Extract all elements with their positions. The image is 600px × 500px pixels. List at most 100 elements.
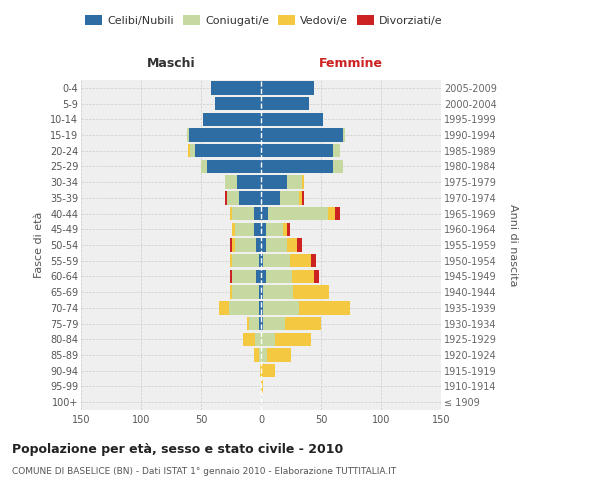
Bar xyxy=(259,317,261,330)
Bar xyxy=(263,254,290,268)
Bar xyxy=(187,128,189,141)
Bar xyxy=(261,128,343,141)
Bar xyxy=(261,238,266,252)
Bar xyxy=(225,176,237,189)
Bar xyxy=(207,160,261,173)
Bar xyxy=(195,144,261,158)
Bar xyxy=(328,207,335,220)
Bar xyxy=(230,270,232,283)
Bar xyxy=(293,286,329,299)
Bar xyxy=(261,97,309,110)
Bar xyxy=(203,112,261,126)
Bar xyxy=(311,254,316,268)
Bar xyxy=(232,286,259,299)
Bar xyxy=(263,301,299,314)
Bar xyxy=(261,380,263,393)
Bar xyxy=(261,364,275,378)
Bar xyxy=(261,112,323,126)
Bar xyxy=(211,81,261,94)
Bar xyxy=(230,254,232,268)
Bar xyxy=(299,301,350,314)
Bar xyxy=(285,317,321,330)
Y-axis label: Anni di nascita: Anni di nascita xyxy=(508,204,518,286)
Bar xyxy=(247,317,249,330)
Y-axis label: Fasce di età: Fasce di età xyxy=(34,212,44,278)
Bar xyxy=(232,207,254,220)
Bar xyxy=(230,286,232,299)
Bar xyxy=(261,160,333,173)
Bar xyxy=(287,238,297,252)
Bar xyxy=(227,191,239,204)
Bar xyxy=(263,317,285,330)
Bar xyxy=(254,348,259,362)
Bar xyxy=(261,222,266,236)
Bar xyxy=(259,254,261,268)
Bar xyxy=(232,270,256,283)
Bar xyxy=(268,207,328,220)
Bar xyxy=(263,286,293,299)
Bar xyxy=(229,301,259,314)
Bar xyxy=(290,254,311,268)
Bar xyxy=(261,207,268,220)
Bar xyxy=(292,270,314,283)
Text: Maschi: Maschi xyxy=(146,57,196,70)
Bar xyxy=(261,176,287,189)
Bar xyxy=(275,332,311,346)
Text: COMUNE DI BASELICE (BN) - Dati ISTAT 1° gennaio 2010 - Elaborazione TUTTITALIA.I: COMUNE DI BASELICE (BN) - Dati ISTAT 1° … xyxy=(12,468,396,476)
Bar xyxy=(243,332,255,346)
Bar xyxy=(302,191,304,204)
Bar xyxy=(256,238,261,252)
Text: Femmine: Femmine xyxy=(319,57,383,70)
Bar xyxy=(261,332,275,346)
Bar xyxy=(343,128,345,141)
Bar xyxy=(261,317,263,330)
Bar xyxy=(261,81,314,94)
Bar xyxy=(219,301,229,314)
Bar xyxy=(297,238,302,252)
Bar xyxy=(235,222,254,236)
Bar xyxy=(254,222,261,236)
Bar xyxy=(237,176,261,189)
Bar xyxy=(215,97,261,110)
Bar xyxy=(230,207,232,220)
Bar xyxy=(261,191,280,204)
Bar xyxy=(335,207,340,220)
Bar xyxy=(266,222,283,236)
Bar xyxy=(259,301,261,314)
Bar xyxy=(261,286,263,299)
Bar xyxy=(239,191,261,204)
Bar xyxy=(201,160,207,173)
Bar xyxy=(280,191,299,204)
Bar xyxy=(190,144,195,158)
Bar xyxy=(266,238,287,252)
Bar xyxy=(261,270,266,283)
Bar xyxy=(235,238,256,252)
Legend: Celibi/Nubili, Coniugati/e, Vedovi/e, Divorziati/e: Celibi/Nubili, Coniugati/e, Vedovi/e, Di… xyxy=(81,10,447,30)
Bar xyxy=(287,176,302,189)
Bar xyxy=(261,301,263,314)
Bar xyxy=(260,364,261,378)
Bar xyxy=(232,222,235,236)
Bar xyxy=(333,160,343,173)
Bar xyxy=(230,238,232,252)
Text: Popolazione per età, sesso e stato civile - 2010: Popolazione per età, sesso e stato civil… xyxy=(12,442,343,456)
Bar xyxy=(314,270,319,283)
Bar xyxy=(259,348,261,362)
Bar xyxy=(232,254,259,268)
Bar xyxy=(261,348,267,362)
Bar xyxy=(225,191,227,204)
Bar xyxy=(283,222,287,236)
Bar xyxy=(302,176,304,189)
Bar xyxy=(188,144,190,158)
Bar xyxy=(287,222,290,236)
Bar xyxy=(261,254,263,268)
Bar xyxy=(249,317,259,330)
Bar xyxy=(232,238,235,252)
Bar xyxy=(259,286,261,299)
Bar xyxy=(261,144,333,158)
Bar xyxy=(266,270,292,283)
Bar xyxy=(254,207,261,220)
Bar xyxy=(255,332,261,346)
Bar xyxy=(267,348,291,362)
Bar xyxy=(299,191,302,204)
